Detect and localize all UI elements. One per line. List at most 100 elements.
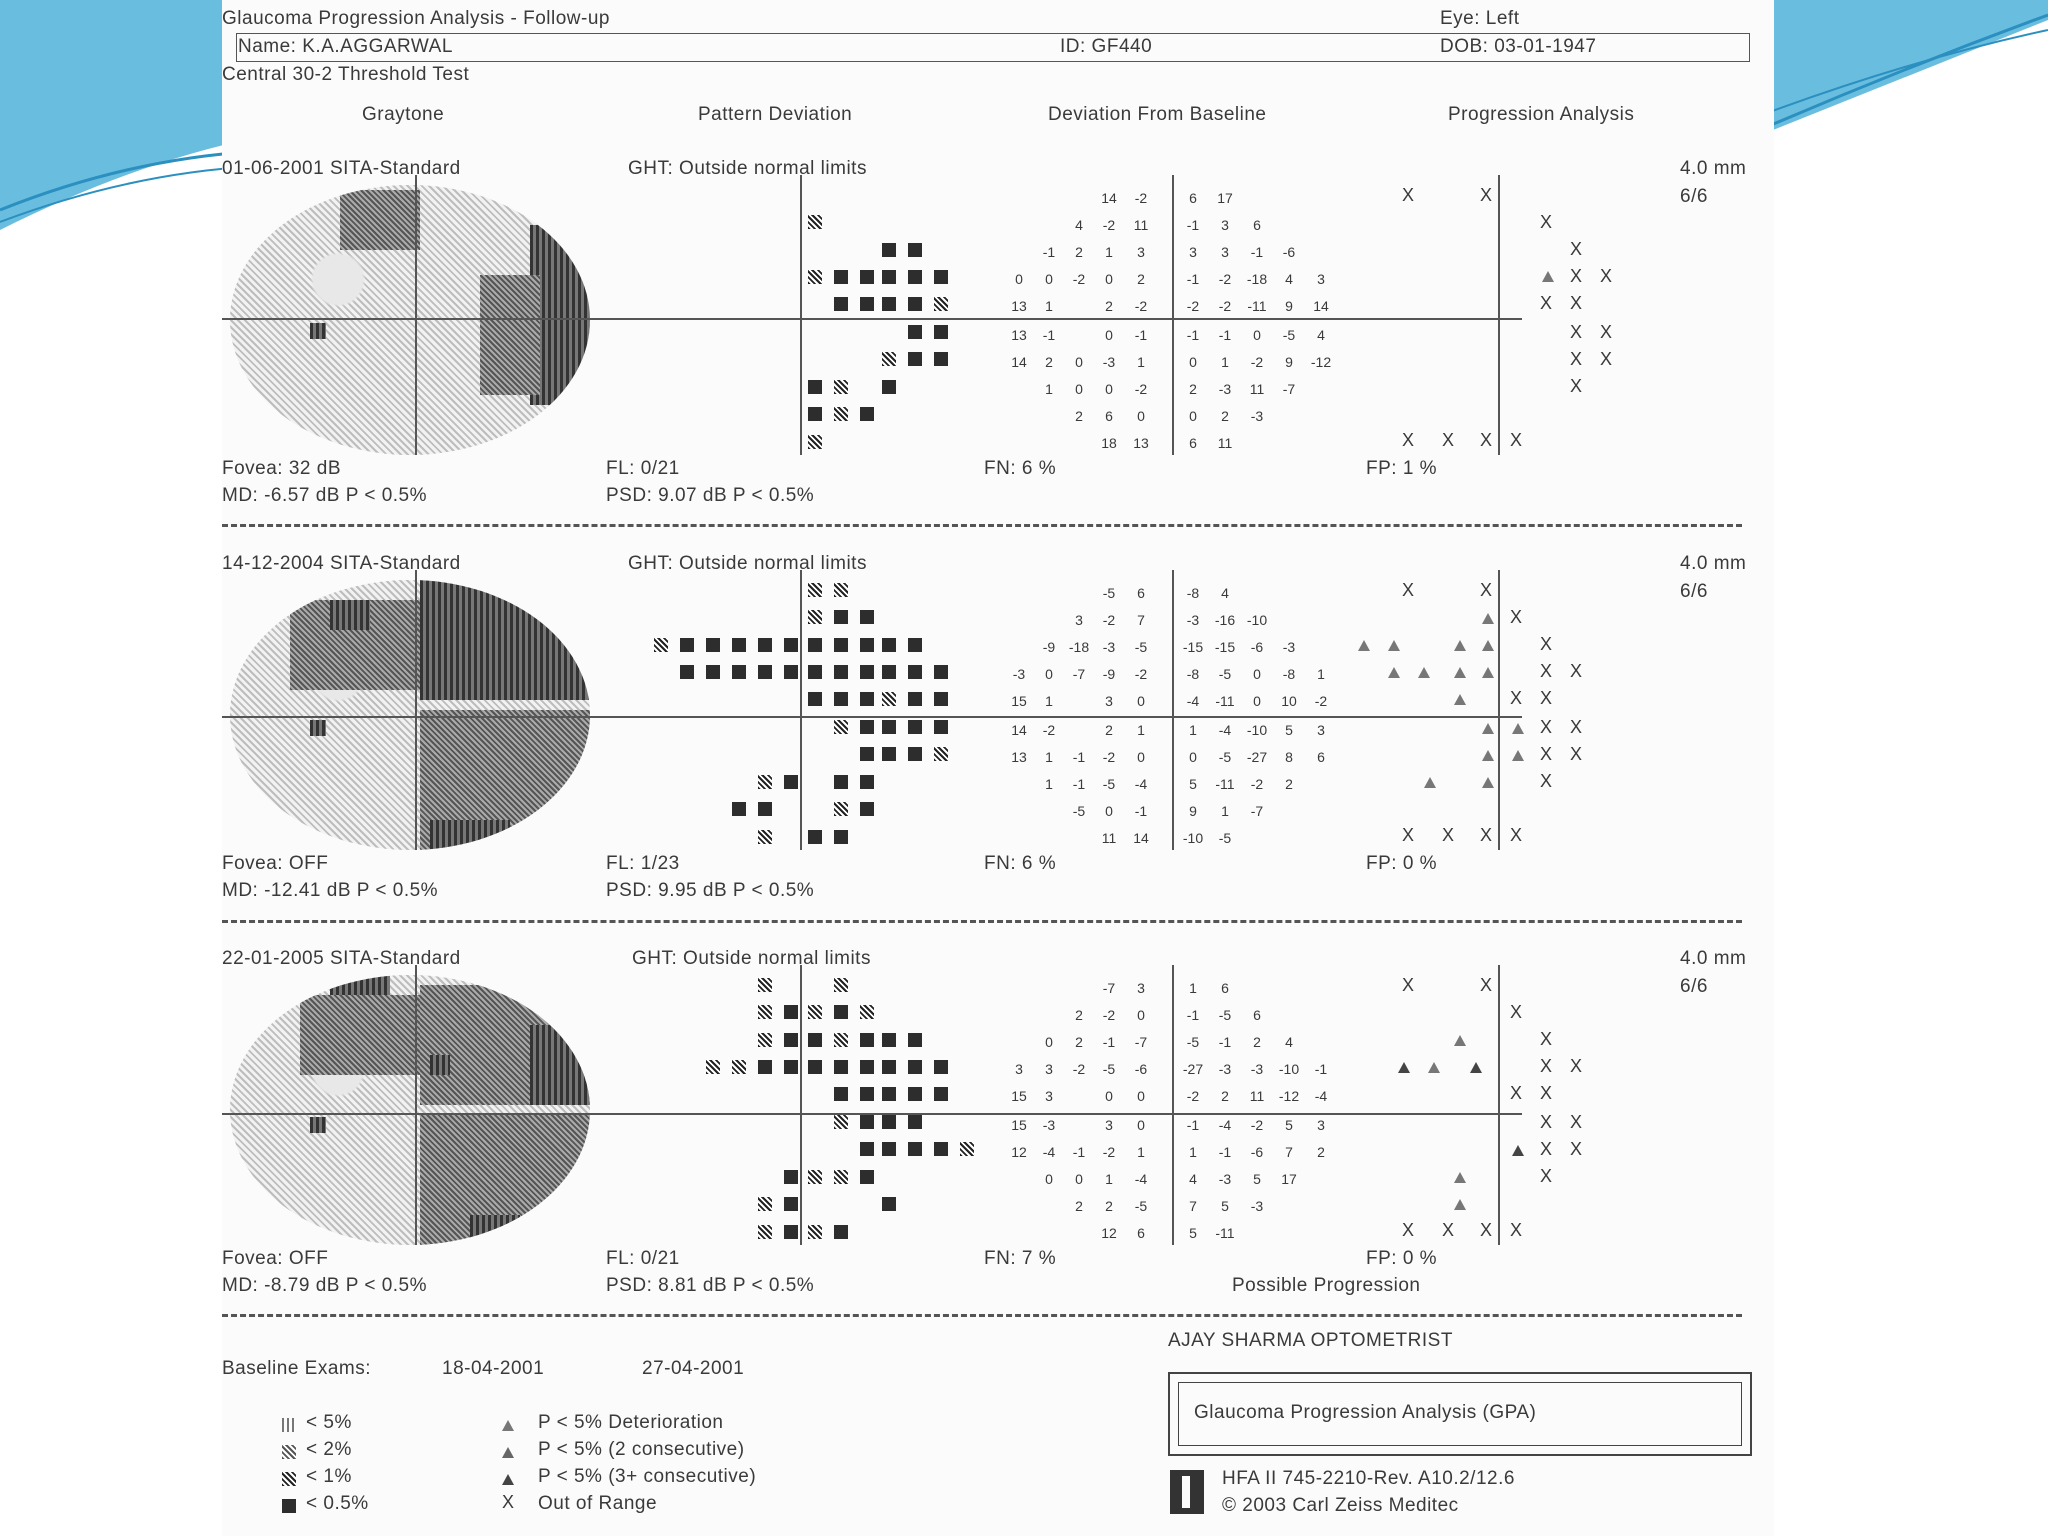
deviation-value: -5 [1282,327,1296,343]
deterioration-triangle-icon [1454,667,1466,678]
out-of-range-icon: X [1540,688,1553,708]
deviation-value: -2 [1102,749,1116,765]
deterioration-triangle-icon [1454,694,1466,705]
false-positives: FP: 1 % [1366,458,1438,479]
probability-symbol-icon [732,802,746,816]
deviation-value: 0 [1045,271,1053,287]
deterioration-triangle-icon [1358,640,1370,651]
deviation-value: 1 [1189,980,1197,996]
pattern-std-deviation: PSD: 9.95 dB P < 0.5% [606,880,815,901]
deviation-value: 4 [1075,217,1083,233]
deviation-value: -9 [1102,666,1116,682]
out-of-range-icon: X [1570,1139,1583,1159]
out-of-range-icon: X [1570,1112,1583,1132]
deviation-value: 11 [1217,435,1233,451]
deviation-value: -10 [1278,1061,1300,1077]
probability-symbol-icon [908,692,922,706]
probability-symbol-icon [784,638,798,652]
deviation-value: -1 [1186,1117,1200,1133]
probability-symbol-icon [808,380,822,394]
deviation-value: -3 [1186,612,1200,628]
exam-date: 01-06-2001 SITA-Standard [222,158,461,179]
probability-symbol-icon [908,352,922,366]
deterioration-triangle-icon [1424,777,1436,788]
deviation-value: -8 [1282,666,1296,682]
probability-symbol-icon [860,747,874,761]
col-progression-analysis: Progression Analysis [1448,104,1635,125]
gpa-box-title: Glaucoma Progression Analysis (GPA) [1194,1402,1537,1423]
probability-symbol-icon [882,1197,896,1211]
out-of-range-icon: X [1540,1166,1553,1186]
probability-symbol-icon [706,665,720,679]
deviation-value: -7 [1282,381,1296,397]
deviation-value: -2 [1186,298,1200,314]
deviation-value: 12 [1101,1225,1117,1241]
out-of-range-icon: X [1442,825,1455,845]
deviation-value: 4 [1189,1171,1197,1187]
deviation-value: 2 [1075,408,1083,424]
deviation-value: -1 [1250,244,1264,260]
probability-symbol-icon [808,407,822,421]
out-of-range-icon: X [1480,975,1493,995]
deterioration-triangle-icon [1418,667,1430,678]
deviation-value: 2 [1317,1144,1325,1160]
out-of-range-icon: X [1570,1056,1583,1076]
deviation-value: 6 [1317,749,1325,765]
out-of-range-icon: X [1480,825,1493,845]
probability-symbol-icon [758,1060,772,1074]
deviation-value: 6 [1253,1007,1261,1023]
deviation-value: 14 [1011,722,1027,738]
probability-symbol-icon [882,297,896,311]
three-consecutive-triangle-icon [502,1474,514,1485]
deviation-value: 2 [1253,1034,1261,1050]
deviation-value: -10 [1182,830,1204,846]
deterioration-triangle-icon [1482,777,1494,788]
col-pattern-deviation: Pattern Deviation [698,104,853,125]
deviation-value: 10 [1281,693,1297,709]
baseline-exam-2: 27-04-2001 [642,1358,745,1379]
out-of-range-icon: X [1570,322,1583,342]
deviation-value: -16 [1214,612,1236,628]
out-of-range-icon: X [1570,349,1583,369]
legend-two-consecutive: P < 5% (2 consecutive) [538,1439,745,1460]
deviation-value: -1 [1072,749,1086,765]
out-of-range-icon: X [1510,1220,1523,1240]
deviation-value: -1 [1218,1034,1232,1050]
probability-symbol-icon [834,802,848,816]
deviation-value: 15 [1011,1117,1027,1133]
deviation-value: -11 [1215,693,1235,709]
probability-symbol-icon [784,1033,798,1047]
deviation-value: 0 [1075,354,1083,370]
deviation-value: 17 [1281,1171,1297,1187]
deviation-value: -1 [1102,1034,1116,1050]
deviation-value: -2 [1250,1117,1264,1133]
pattern-deviation-plot [612,965,974,1245]
probability-symbol-icon [758,1005,772,1019]
graytone-vertical-axis [415,570,417,850]
probability-symbol-icon [758,1225,772,1239]
out-of-range-icon: X [1540,771,1553,791]
deviation-value: -2 [1134,298,1148,314]
probability-symbol-icon [860,1087,874,1101]
deviation-value: 3 [1317,1117,1325,1133]
deviation-value: -2 [1072,1061,1086,1077]
pattern-std-deviation: PSD: 8.81 dB P < 0.5% [606,1275,815,1296]
fovea-value: Fovea: OFF [222,1248,329,1269]
deviation-value: -4 [1218,1117,1232,1133]
deviation-value: 13 [1133,435,1149,451]
probability-symbol-icon [908,243,922,257]
deviation-value: 14 [1101,190,1117,206]
probability-symbol-icon [908,297,922,311]
deterioration-triangle-icon [1398,1062,1410,1073]
deviation-value: 0 [1137,749,1145,765]
deviation-value: 2 [1221,408,1229,424]
probability-symbol-icon [934,720,948,734]
deviation-value: 2 [1189,381,1197,397]
deterioration-triangle-icon [1454,640,1466,651]
probability-symbol-icon [784,1170,798,1184]
probability-symbol-icon [808,610,822,624]
pupil-size: 4.0 mm [1680,553,1747,574]
deviation-value: 1 [1317,666,1325,682]
probability-symbol-icon [834,1087,848,1101]
